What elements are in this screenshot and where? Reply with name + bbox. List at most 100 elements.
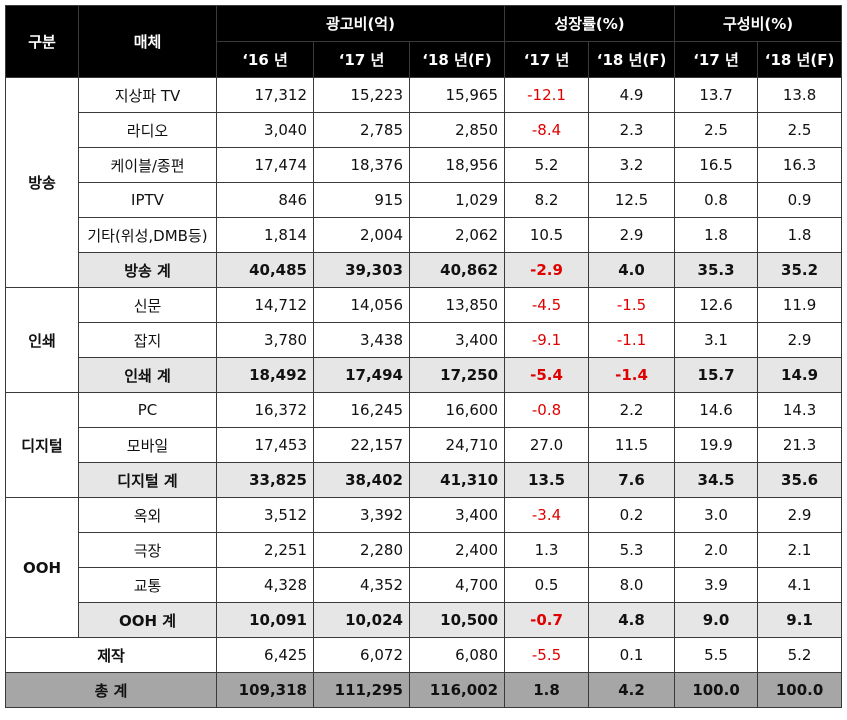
media-label: 극장	[78, 532, 217, 568]
cell-c17: 6,072	[313, 637, 410, 673]
header-cost-17: ‘17 년	[313, 41, 410, 78]
table-row: 총 계 109,318 111,295 116,002 1.8 4.2 100.0 100.0	[5, 672, 843, 708]
header-ad-cost: 광고비(억)	[215, 5, 506, 42]
cell-c18: 13,850	[408, 287, 506, 323]
cell-s17: 16.5	[674, 147, 759, 183]
media-label: 교통	[78, 567, 217, 603]
cell-g17: -3.4	[504, 497, 590, 533]
cell-s17: 2.0	[674, 532, 759, 568]
cell-s18: 100.0	[757, 672, 843, 708]
cell-c17: 14,056	[313, 287, 410, 323]
subtotal-label: OOH 계	[78, 602, 217, 638]
cell-s17: 19.9	[674, 427, 759, 463]
table-row: 기타(위성,DMB등) 1,814 2,004 2,062 10.5 2.9 1.8 1.8	[6, 217, 843, 253]
cell-g17: -4.5	[504, 287, 590, 323]
cell-c18: 16,600	[408, 392, 506, 428]
cell-c17: 38,402	[313, 462, 410, 498]
cell-c18: 2,850	[408, 112, 506, 148]
cell-s18: 4.1	[757, 567, 843, 603]
cell-s17: 9.0	[674, 602, 759, 638]
grand-total-label: 총 계	[5, 672, 217, 708]
cell-g18: 8.0	[588, 567, 676, 603]
cell-g18: 4.8	[588, 602, 676, 638]
cell-s17: 3.1	[674, 322, 759, 358]
cell-s18: 9.1	[757, 602, 843, 638]
cell-g18: 2.3	[588, 112, 676, 148]
cell-c16: 3,780	[216, 322, 314, 358]
cell-g17: -2.9	[504, 252, 590, 288]
table-row: 방송 계 40,485 39,303 40,862 -2.9 4.0 35.3 35.2	[6, 252, 843, 288]
cell-c18: 17,250	[408, 357, 506, 393]
table-row: 모바일 17,453 22,157 24,710 27.0 11.5 19.9 21.3	[6, 427, 843, 463]
table-body: 방송 지상파 TV 17,312 15,223 15,965 -12.1 4.9 13.7 13…	[5, 77, 843, 708]
media-label: 잡지	[78, 322, 217, 358]
cell-c16: 10,091	[216, 602, 314, 638]
cell-g17: 1.8	[504, 672, 590, 708]
table-row: 인쇄 계 18,492 17,494 17,250 -5.4 -1.4 15.7 14.9	[6, 357, 843, 393]
cell-g18: 4.9	[588, 77, 676, 113]
cell-g18: 0.2	[588, 497, 676, 533]
cell-s18: 2.1	[757, 532, 843, 568]
cell-s17: 13.7	[674, 77, 759, 113]
group-label-broadcast: 방송	[5, 77, 79, 288]
cell-c18: 15,965	[408, 77, 506, 113]
cell-g18: 4.0	[588, 252, 676, 288]
cell-g18: -1.4	[588, 357, 676, 393]
cell-g17: -5.5	[504, 637, 590, 673]
cell-g17: -5.4	[504, 357, 590, 393]
cell-c17: 16,245	[313, 392, 410, 428]
cell-s18: 2.9	[757, 497, 843, 533]
cell-g18: 4.2	[588, 672, 676, 708]
cell-g18: 5.3	[588, 532, 676, 568]
cell-g18: -1.1	[588, 322, 676, 358]
cell-g17: -0.7	[504, 602, 590, 638]
cell-c18: 3,400	[408, 497, 506, 533]
cell-g17: 27.0	[504, 427, 590, 463]
cell-s18: 5.2	[757, 637, 843, 673]
cell-s17: 15.7	[674, 357, 759, 393]
cell-g18: -1.5	[588, 287, 676, 323]
cell-c16: 18,492	[216, 357, 314, 393]
cell-c16: 4,328	[216, 567, 314, 603]
header-growth-17: ‘17 년	[504, 41, 590, 78]
cell-g17: 0.5	[504, 567, 590, 603]
cell-c18: 2,400	[408, 532, 506, 568]
cell-c17: 17,494	[313, 357, 410, 393]
cell-c17: 15,223	[313, 77, 410, 113]
cell-g18: 3.2	[588, 147, 676, 183]
header-cost-16: ‘16 년	[216, 41, 314, 78]
cell-g17: 1.3	[504, 532, 590, 568]
cell-c17: 111,295	[313, 672, 410, 708]
cell-s17: 2.5	[674, 112, 759, 148]
media-label: 라디오	[78, 112, 217, 148]
cell-s18: 11.9	[757, 287, 843, 323]
media-label: 제작	[5, 637, 217, 673]
cell-s18: 1.8	[757, 217, 843, 253]
group-label-digital: 디지털	[5, 392, 79, 498]
cell-c17: 10,024	[313, 602, 410, 638]
media-label: PC	[78, 392, 217, 428]
cell-s17: 100.0	[674, 672, 759, 708]
cell-c16: 40,485	[216, 252, 314, 288]
cell-g18: 2.9	[588, 217, 676, 253]
cell-s17: 34.5	[674, 462, 759, 498]
cell-c18: 41,310	[408, 462, 506, 498]
cell-c16: 3,040	[216, 112, 314, 148]
cell-c17: 3,438	[313, 322, 410, 358]
cell-g17: 8.2	[504, 182, 590, 218]
table-row: 케이블/종편 17,474 18,376 18,956 5.2 3.2 16.5 16.3	[6, 147, 843, 183]
table-row: 극장 2,251 2,280 2,400 1.3 5.3 2.0 2.1	[6, 532, 843, 568]
table-row: 방송 지상파 TV 17,312 15,223 15,965 -12.1 4.9 13.7 13…	[5, 77, 843, 288]
table-row: 인쇄 신문 14,712 14,056 13,850 -4.5 -1.5 12.6 11.9	[5, 287, 843, 393]
header-share-18: ‘18 년(F)	[757, 41, 843, 78]
table-row: 디지털 계 33,825 38,402 41,310 13.5 7.6 34.5 35.6	[6, 462, 843, 498]
cell-c18: 40,862	[408, 252, 506, 288]
cell-s17: 5.5	[674, 637, 759, 673]
cell-s18: 0.9	[757, 182, 843, 218]
ad-spend-table: 구분 매체 광고비(억) 성장률(%) 구성비(%) ‘16 년 ‘17 년 ‘…	[5, 5, 843, 708]
cell-c18: 24,710	[408, 427, 506, 463]
subtotal-label: 디지털 계	[78, 462, 217, 498]
media-label: 신문	[78, 287, 217, 323]
cell-g17: 10.5	[504, 217, 590, 253]
cell-c18: 2,062	[408, 217, 506, 253]
